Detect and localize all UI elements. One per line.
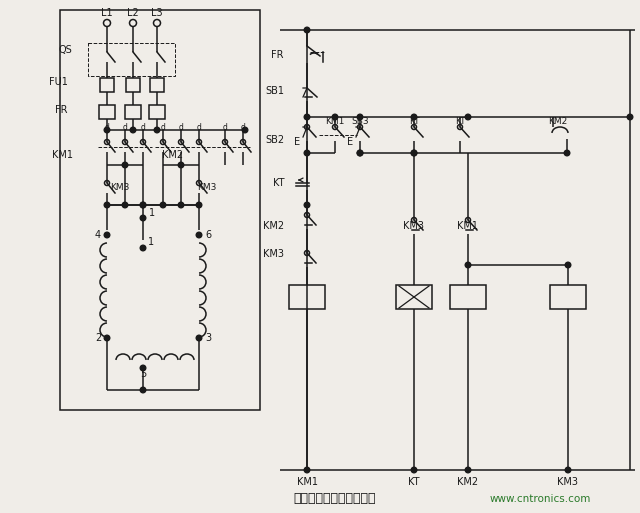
Circle shape: [465, 262, 471, 268]
Circle shape: [304, 27, 310, 33]
Bar: [450, 285, 486, 309]
Bar: [126, 78, 140, 92]
Circle shape: [140, 245, 146, 251]
Text: KM3: KM3: [403, 221, 424, 231]
Text: KM1: KM1: [458, 221, 479, 231]
Bar: [60, 10, 260, 410]
Bar: [150, 78, 164, 92]
Circle shape: [332, 114, 338, 120]
Circle shape: [242, 127, 248, 133]
Circle shape: [412, 150, 417, 156]
Text: QS: QS: [58, 45, 72, 55]
Text: KM2: KM2: [263, 221, 284, 231]
Circle shape: [412, 150, 417, 156]
Circle shape: [140, 387, 146, 393]
Text: 6: 6: [205, 230, 211, 240]
Bar: [125, 105, 141, 119]
Text: SB2: SB2: [265, 135, 284, 145]
Text: KM2: KM2: [548, 117, 568, 127]
Circle shape: [196, 335, 202, 341]
Circle shape: [122, 202, 128, 208]
Bar: [100, 78, 114, 92]
Text: KT: KT: [273, 178, 284, 188]
Circle shape: [104, 335, 110, 341]
Text: 2: 2: [95, 333, 101, 343]
Circle shape: [304, 150, 310, 156]
Circle shape: [304, 202, 310, 208]
Text: www.cntronics.com: www.cntronics.com: [490, 494, 591, 504]
Text: d: d: [104, 123, 109, 131]
Text: d: d: [141, 123, 145, 131]
Text: d: d: [241, 123, 245, 131]
Circle shape: [412, 467, 417, 473]
Text: KT: KT: [455, 117, 465, 127]
Text: KM1: KM1: [296, 477, 317, 487]
Text: KM2: KM2: [458, 477, 479, 487]
Circle shape: [160, 202, 166, 208]
Text: KT: KT: [408, 477, 420, 487]
Circle shape: [627, 114, 633, 120]
Circle shape: [465, 114, 471, 120]
Text: KM3: KM3: [557, 477, 579, 487]
Text: d: d: [161, 123, 165, 131]
Text: E: E: [347, 137, 353, 147]
Circle shape: [412, 114, 417, 120]
Circle shape: [565, 262, 571, 268]
Circle shape: [564, 150, 570, 156]
Text: d: d: [179, 123, 184, 131]
Text: 1: 1: [148, 237, 154, 247]
Text: KT: KT: [409, 117, 419, 127]
Circle shape: [465, 467, 471, 473]
Circle shape: [304, 114, 310, 120]
Circle shape: [304, 467, 310, 473]
Text: L1: L1: [101, 8, 113, 18]
Text: FR: FR: [56, 105, 68, 115]
Circle shape: [140, 365, 146, 371]
Text: L2: L2: [127, 8, 139, 18]
Circle shape: [154, 127, 160, 133]
Circle shape: [357, 150, 363, 156]
Bar: [396, 285, 432, 309]
Text: E: E: [294, 137, 300, 147]
Circle shape: [104, 202, 110, 208]
Text: d: d: [123, 123, 127, 131]
Bar: [289, 285, 325, 309]
Text: d: d: [196, 123, 202, 131]
Circle shape: [196, 202, 202, 208]
Bar: [550, 285, 586, 309]
Text: KM3: KM3: [263, 249, 284, 259]
Circle shape: [140, 202, 146, 208]
Text: 3: 3: [205, 333, 211, 343]
Circle shape: [104, 127, 110, 133]
Text: KM2: KM2: [162, 150, 183, 160]
Text: 1: 1: [149, 208, 155, 218]
Circle shape: [104, 232, 110, 238]
Text: KM3: KM3: [197, 184, 217, 192]
Circle shape: [122, 162, 128, 168]
Text: KM1: KM1: [52, 150, 73, 160]
Text: d: d: [223, 123, 227, 131]
Text: 双速电动机调速控制线路: 双速电动机调速控制线路: [294, 492, 376, 505]
Text: 5: 5: [140, 369, 146, 379]
Circle shape: [178, 202, 184, 208]
Circle shape: [565, 467, 571, 473]
Bar: [99, 105, 115, 119]
Text: SB3: SB3: [351, 117, 369, 127]
Circle shape: [357, 150, 363, 156]
Circle shape: [130, 127, 136, 133]
Text: SB1: SB1: [265, 86, 284, 96]
Text: FR: FR: [271, 50, 284, 60]
Circle shape: [196, 232, 202, 238]
Text: 4: 4: [95, 230, 101, 240]
Circle shape: [140, 215, 146, 221]
Text: KM1: KM1: [325, 117, 345, 127]
Text: FU1: FU1: [49, 77, 68, 87]
Circle shape: [357, 114, 363, 120]
Circle shape: [178, 162, 184, 168]
Circle shape: [140, 202, 146, 208]
Text: KM3: KM3: [110, 184, 130, 192]
Bar: [149, 105, 165, 119]
Text: L3: L3: [151, 8, 163, 18]
